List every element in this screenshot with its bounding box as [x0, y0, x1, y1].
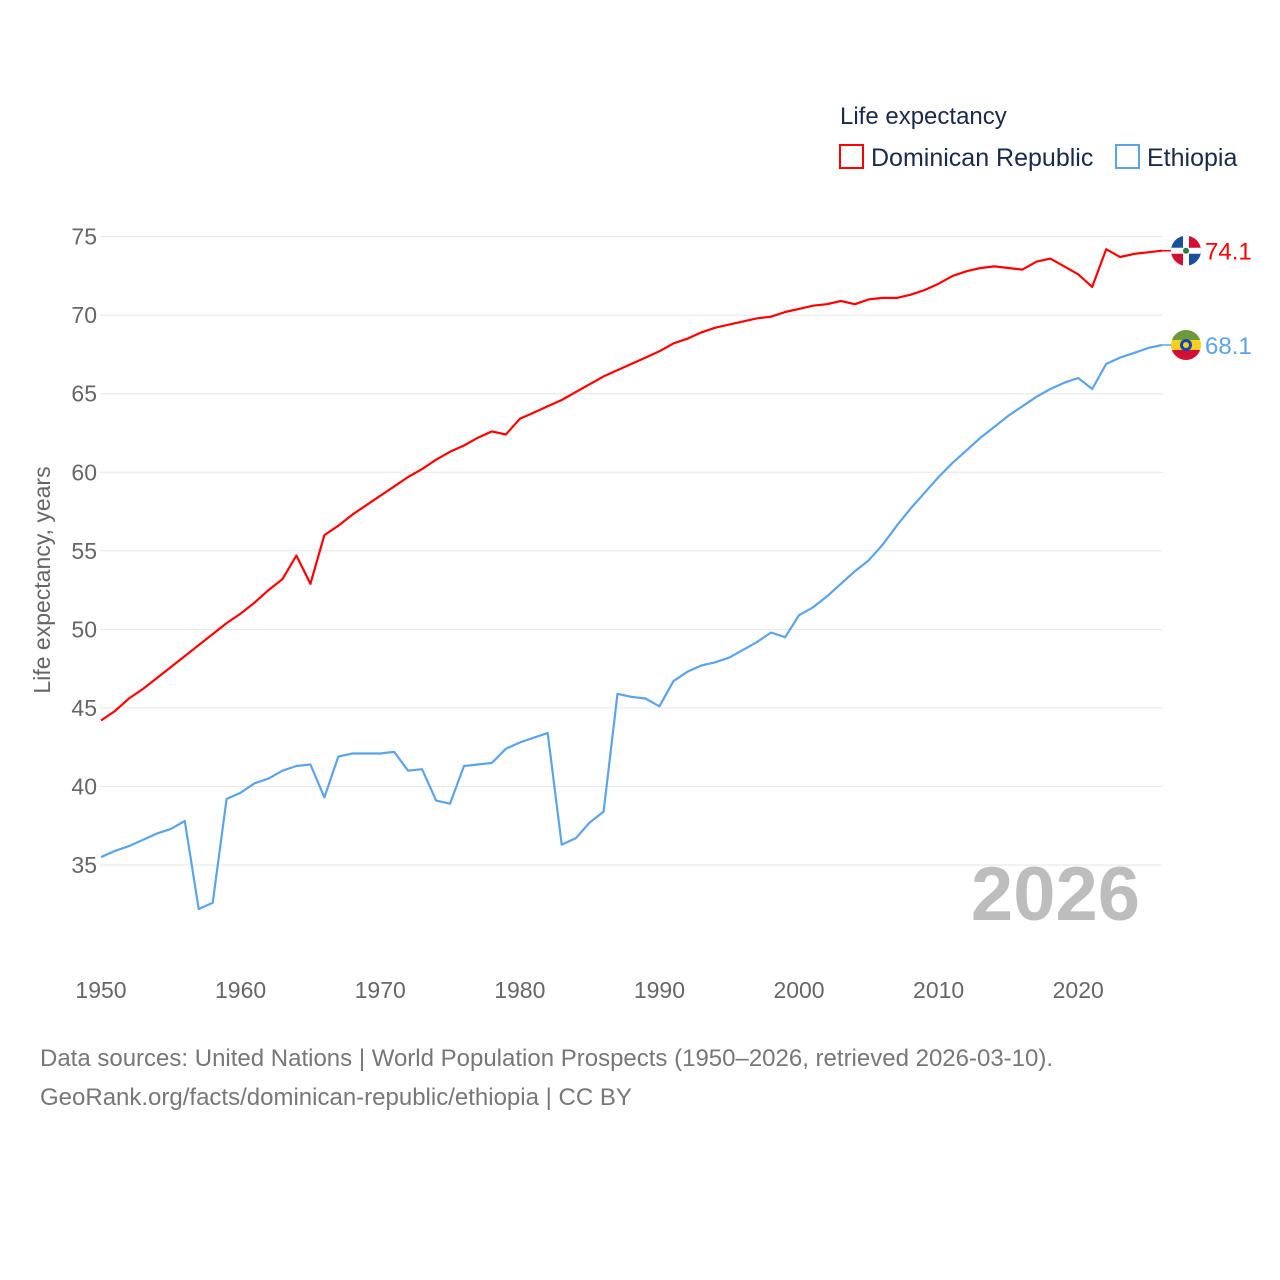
y-tick-label-35: 35 [71, 852, 97, 878]
x-tick-label-1990: 1990 [634, 977, 685, 1003]
flag-star [1183, 341, 1189, 348]
x-tick-label-2010: 2010 [913, 977, 964, 1003]
y-tick-label-65: 65 [71, 381, 97, 407]
attribution-line: GeoRank.org/facts/dominican-republic/eth… [40, 1084, 632, 1111]
legend-label-dominican-republic: Dominican Republic [871, 144, 1093, 172]
flag-red [1171, 349, 1201, 360]
y-tick-label-45: 45 [71, 695, 97, 721]
legend-label-ethiopia: Ethiopia [1147, 144, 1237, 172]
legend-item-ethiopia[interactable]: Ethiopia [1115, 144, 1237, 172]
end-value-label-ethiopia: 68.1 [1205, 333, 1252, 360]
flag-body [1171, 235, 1201, 266]
x-tick-label-1950: 1950 [75, 977, 126, 1003]
flag-emblem [1183, 247, 1189, 254]
year-watermark: 2026 [971, 852, 1140, 937]
ethiopia-flag-icon [1171, 329, 1201, 360]
flag-body [1171, 329, 1201, 360]
y-tick-label-60: 60 [71, 459, 97, 485]
legend-item-dominican-republic[interactable]: Dominican Republic [839, 144, 1093, 172]
y-tick-label-40: 40 [71, 773, 97, 799]
flag-green [1171, 329, 1201, 340]
source-line: Data sources: United Nations | World Pop… [40, 1045, 1054, 1072]
legend-title: Life expectancy [840, 103, 1007, 130]
legend-swatch-dominican-republic [839, 144, 864, 169]
x-tick-label-1960: 1960 [215, 977, 266, 1003]
legend-swatch-ethiopia [1115, 144, 1140, 169]
x-tick-label-2020: 2020 [1053, 977, 1104, 1003]
series-line-ethiopia [100, 343, 1163, 911]
y-tick-label-55: 55 [71, 538, 97, 564]
x-tick-label-1980: 1980 [494, 977, 545, 1003]
y-axis-label: Life expectancy, years [29, 466, 55, 693]
y-tick-label-70: 70 [71, 302, 97, 328]
end-value-label-dominican-republic: 74.1 [1205, 239, 1252, 266]
y-tick-label-50: 50 [71, 616, 97, 642]
series-line-dominican-republic [100, 248, 1163, 722]
x-tick-label-2000: 2000 [773, 977, 824, 1003]
dominican-republic-flag-icon [1171, 235, 1201, 266]
x-tick-label-1970: 1970 [355, 977, 406, 1003]
y-tick-label-75: 75 [71, 224, 97, 250]
